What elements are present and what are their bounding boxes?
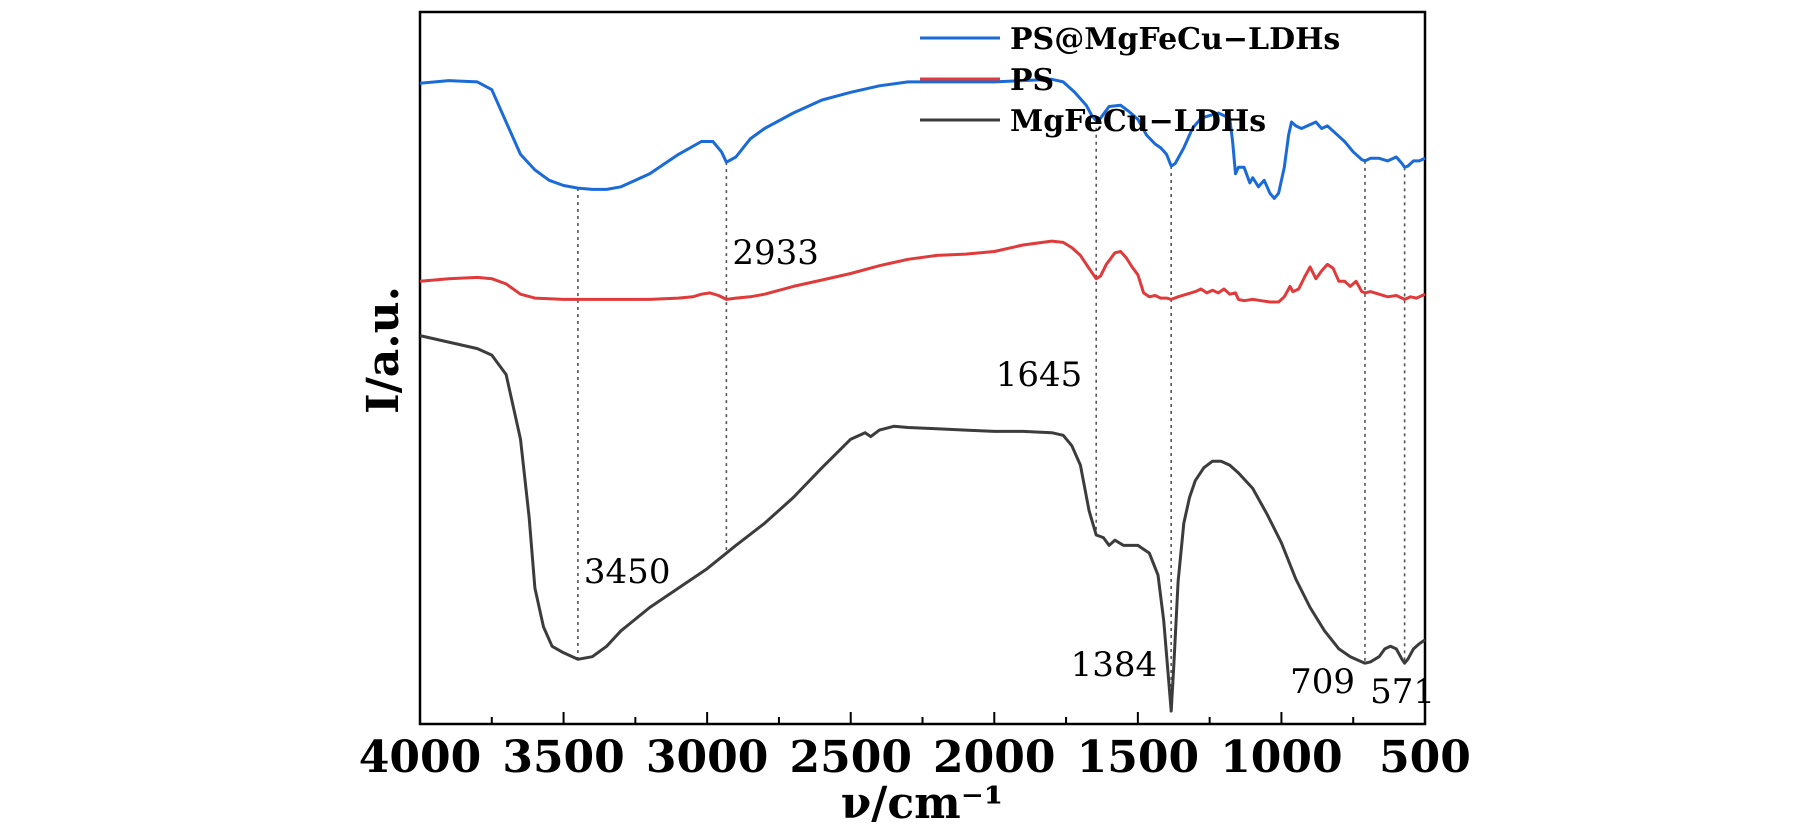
peak-annotations: 2933 1645 3450 1384 709 571 bbox=[584, 233, 1435, 712]
peak-label-709: 709 bbox=[1290, 662, 1355, 702]
guide-lines bbox=[577, 120, 1406, 712]
series-line-0 bbox=[419, 77, 1426, 200]
x-axis-label: ν/cm⁻¹ bbox=[841, 778, 1003, 827]
legend-label-0: PS@MgFeCu−LDHs bbox=[1010, 22, 1340, 57]
x-tick-label-4: 2000 bbox=[933, 732, 1055, 783]
x-tick-label-1: 3500 bbox=[502, 732, 624, 783]
x-tick-label-5: 1500 bbox=[1077, 732, 1199, 783]
x-tick-label-6: 1000 bbox=[1220, 732, 1342, 783]
series-layer bbox=[419, 77, 1426, 713]
peak-label-3450: 3450 bbox=[584, 552, 671, 592]
x-tick-label-0: 4000 bbox=[359, 732, 481, 783]
legend-label-2: MgFeCu−LDHs bbox=[1010, 104, 1266, 139]
series-line-1 bbox=[419, 239, 1426, 304]
x-tick-label-7: 500 bbox=[1379, 732, 1471, 783]
peak-label-571: 571 bbox=[1370, 672, 1435, 712]
peak-label-1384: 1384 bbox=[1071, 645, 1158, 685]
legend-label-1: PS bbox=[1010, 63, 1054, 98]
peak-label-1645: 1645 bbox=[996, 355, 1083, 395]
legend: PS@MgFeCu−LDHs PS MgFeCu−LDHs bbox=[920, 22, 1340, 139]
series-line-2 bbox=[419, 334, 1426, 713]
x-tick-label-3: 2500 bbox=[789, 732, 911, 783]
x-tick-label-2: 3000 bbox=[646, 732, 768, 783]
y-axis-label: I/a.u. bbox=[358, 286, 409, 414]
x-axis-ticks: 4000 3500 3000 2500 2000 1500 1000 500 bbox=[359, 712, 1471, 783]
peak-label-2933: 2933 bbox=[732, 233, 819, 273]
